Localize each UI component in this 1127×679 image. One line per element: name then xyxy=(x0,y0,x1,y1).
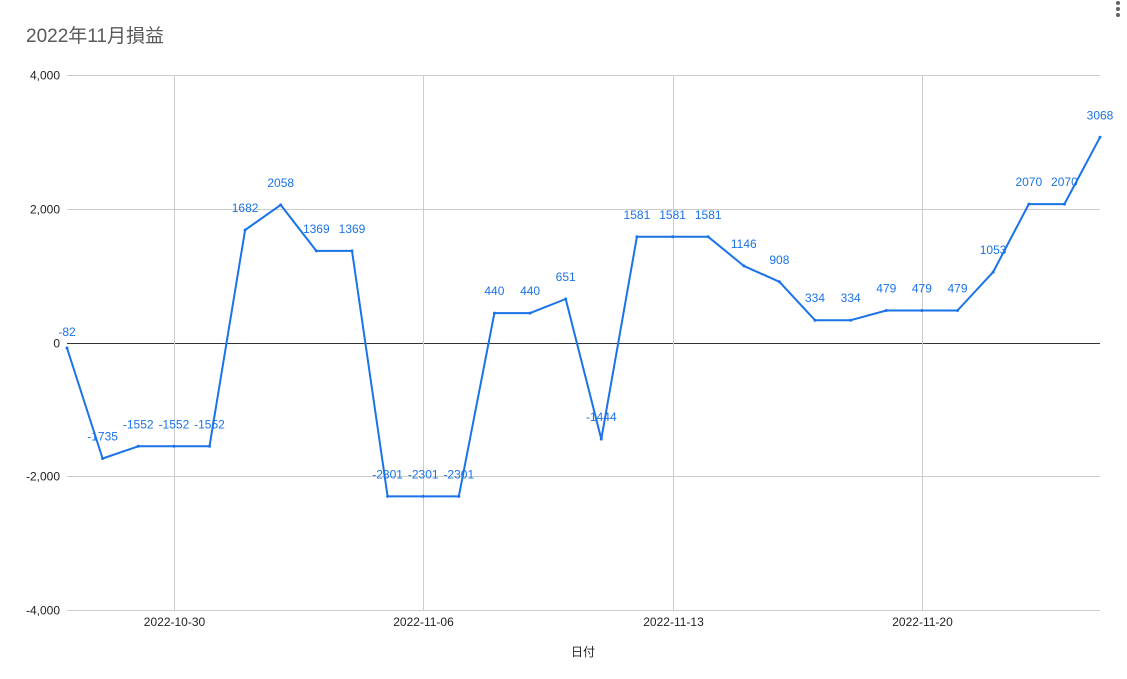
data-label: 1369 xyxy=(339,222,366,236)
y-tick-label: 4,000 xyxy=(30,69,60,83)
data-point xyxy=(386,494,390,498)
data-label: 1146 xyxy=(731,237,757,251)
data-label: 651 xyxy=(556,270,576,284)
data-label: 2070 xyxy=(1015,175,1042,189)
data-point xyxy=(65,346,69,350)
y-tick-label: 0 xyxy=(53,337,60,351)
data-point xyxy=(208,444,211,448)
data-label: 1369 xyxy=(303,222,330,236)
data-label: 479 xyxy=(876,282,896,296)
data-label: 908 xyxy=(769,253,789,267)
data-label: 1581 xyxy=(624,208,651,222)
data-point xyxy=(706,235,710,239)
data-label: -1552 xyxy=(194,417,225,431)
data-label: 1581 xyxy=(659,208,686,222)
data-point xyxy=(742,264,746,268)
data-label: 1682 xyxy=(232,201,259,215)
chart-menu-icon[interactable] xyxy=(1112,0,1124,18)
data-point xyxy=(1062,202,1066,206)
data-point xyxy=(991,270,995,274)
data-point xyxy=(635,235,639,239)
data-point xyxy=(243,228,247,232)
x-tick-label: 2022-11-20 xyxy=(892,615,953,629)
data-label: -82 xyxy=(58,325,76,339)
data-point xyxy=(172,444,176,448)
x-tick-label: 2022-11-06 xyxy=(393,615,454,629)
data-point xyxy=(136,444,140,448)
x-tick-label: 2022-11-13 xyxy=(643,615,704,629)
data-label: 334 xyxy=(805,291,825,305)
data-label: -1735 xyxy=(87,430,118,444)
data-point xyxy=(849,318,853,322)
data-point xyxy=(1098,135,1102,139)
data-point xyxy=(350,249,354,253)
data-label: -1552 xyxy=(123,417,154,431)
data-label: 2058 xyxy=(267,176,294,190)
series-line xyxy=(66,136,1101,498)
x-tick-label: 2022-10-30 xyxy=(144,615,206,629)
data-point xyxy=(671,235,675,239)
data-label: -2301 xyxy=(372,467,403,481)
data-label: 3068 xyxy=(1087,108,1114,122)
data-label: -2301 xyxy=(408,467,439,481)
data-point xyxy=(956,309,959,312)
y-tick-label: -2,000 xyxy=(26,470,60,484)
data-point xyxy=(884,309,888,312)
data-point xyxy=(457,494,461,498)
data-label: 1053 xyxy=(980,243,1007,257)
data-point xyxy=(421,494,425,498)
data-label: -1444 xyxy=(586,410,617,424)
data-point xyxy=(314,249,318,253)
data-label: 479 xyxy=(912,282,932,296)
data-point xyxy=(279,203,283,207)
data-point xyxy=(564,297,568,301)
data-label: -1552 xyxy=(159,417,190,431)
data-point xyxy=(492,311,496,315)
data-point xyxy=(920,309,924,312)
data-label: 440 xyxy=(520,284,540,298)
data-label: 2070 xyxy=(1051,175,1078,189)
data-label: 479 xyxy=(947,282,967,296)
chart-title: 2022年11月損益 xyxy=(26,25,164,47)
data-point xyxy=(1027,202,1031,206)
data-label: -2301 xyxy=(443,467,474,481)
data-point xyxy=(813,318,817,322)
data-point xyxy=(101,457,105,460)
data-label: 440 xyxy=(484,284,504,298)
x-axis-title: 日付 xyxy=(571,645,595,659)
data-point xyxy=(777,280,781,284)
data-point xyxy=(599,437,603,441)
y-tick-label: 2,000 xyxy=(30,203,60,217)
y-tick-label: -4,000 xyxy=(26,604,60,618)
data-label: 334 xyxy=(841,291,861,305)
data-label: 1581 xyxy=(695,208,722,222)
data-point xyxy=(528,311,532,315)
